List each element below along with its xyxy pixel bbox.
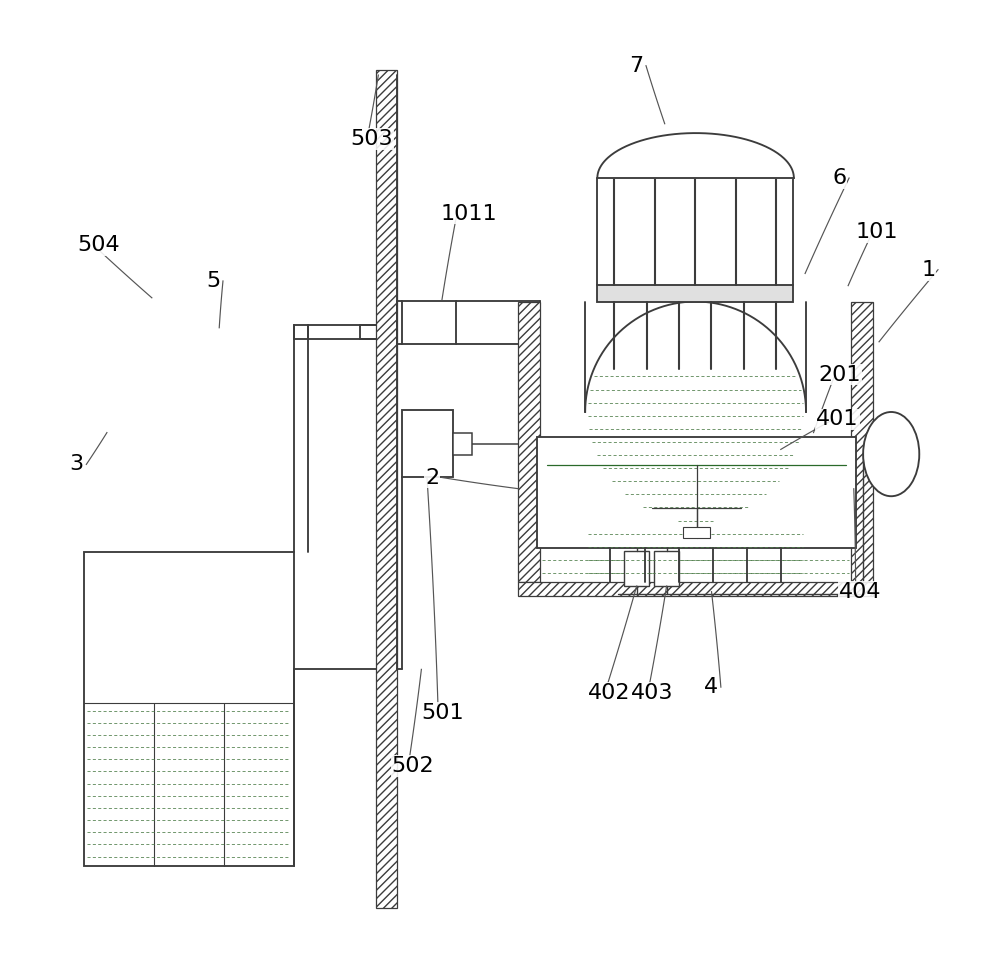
Text: 402: 402: [588, 683, 630, 703]
Text: 404: 404: [839, 582, 881, 602]
Bar: [518, 583, 873, 596]
Bar: [851, 302, 873, 583]
Bar: [537, 437, 856, 547]
Bar: [683, 527, 710, 539]
Text: 5: 5: [206, 271, 220, 291]
Text: 7: 7: [629, 55, 643, 75]
Bar: [597, 285, 793, 302]
Bar: [402, 410, 453, 478]
Bar: [376, 71, 397, 908]
Bar: [654, 550, 679, 586]
Text: 1011: 1011: [440, 203, 497, 223]
Ellipse shape: [863, 412, 919, 497]
Bar: [453, 433, 472, 455]
Bar: [402, 301, 456, 344]
Text: 403: 403: [631, 683, 674, 703]
Text: 101: 101: [856, 223, 898, 243]
Text: 1: 1: [921, 260, 935, 280]
Text: 201: 201: [818, 365, 861, 385]
Text: 2: 2: [425, 468, 439, 487]
Text: 6: 6: [832, 168, 846, 188]
Text: 501: 501: [421, 703, 464, 723]
Text: 504: 504: [77, 235, 120, 255]
Text: 503: 503: [350, 129, 393, 149]
Text: 4: 4: [704, 677, 718, 697]
Text: 401: 401: [816, 410, 859, 430]
Polygon shape: [597, 133, 794, 178]
Bar: [84, 552, 294, 866]
Bar: [518, 302, 540, 583]
Text: 3: 3: [69, 455, 84, 475]
Text: 502: 502: [391, 755, 434, 775]
Polygon shape: [585, 302, 806, 412]
Bar: [624, 550, 649, 586]
